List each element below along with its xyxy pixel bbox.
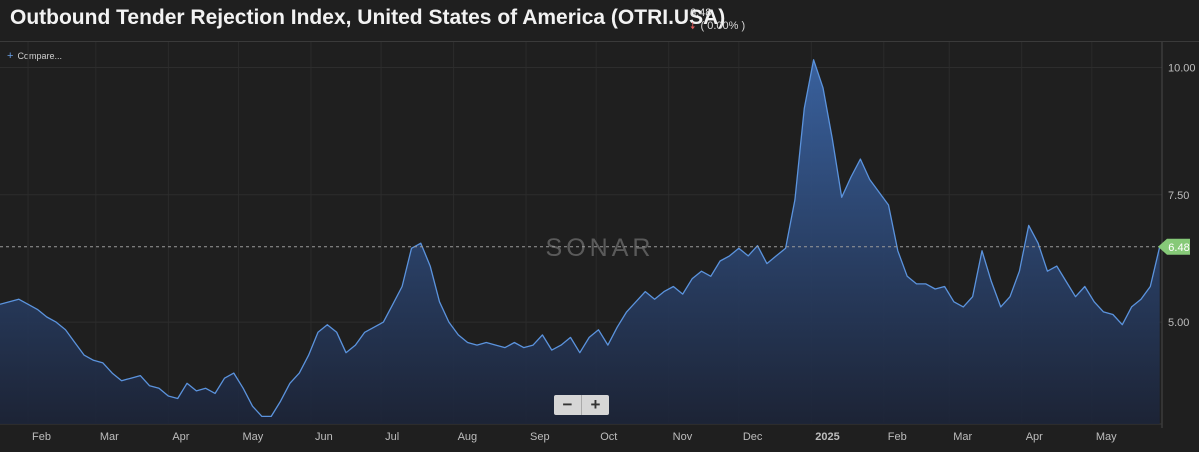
series-line [0,59,1161,418]
plus-icon: + [7,50,14,62]
zoom-out-button[interactable]: − [562,395,573,414]
x-tick-label: May [1096,431,1117,443]
down-arrow-icon: 🠇 [690,21,696,32]
chart-header: Outbound Tender Rejection Index, United … [0,0,1199,42]
x-tick-label: Dec [743,431,763,443]
x-tick-label: Jun [315,431,333,443]
sonar-watermark: SONAR [546,234,655,262]
chart-title: Outbound Tender Rejection Index, United … [10,6,726,29]
series-area [0,59,1160,425]
x-tick-label: Apr [172,431,189,443]
change-indicator: 🠇 ( 0.00% ) [690,19,745,36]
x-tick-label: 2025 [815,431,839,443]
x-tick-label: Aug [458,431,478,443]
x-tick-label: Jul [385,431,399,443]
chart-area[interactable]: Feb Mar Apr May Jun Jul Aug Sep Oct Nov Dec 2025 Feb… [0,42,1199,452]
x-tick-label: Sep [530,431,550,443]
x-tick-label: Mar [100,431,119,443]
x-tick-label: May [242,431,263,443]
y-tick-label: 7.50 [1168,190,1189,202]
last-value-marker [1158,238,1190,255]
zoom-in-button[interactable]: + [581,395,609,415]
compare-label: Compare... [17,51,62,61]
x-tick-label: Feb [888,431,907,443]
compare-button[interactable]: + Compare... [7,50,62,62]
zoom-controls: − + [554,395,609,415]
y-tick-label: 5.00 [1168,317,1189,329]
last-value: 6.48 [690,7,712,19]
y-tick-label: 10.00 [1168,62,1196,74]
last-value-marker-label: 6.48 [1168,242,1189,254]
x-tick-label: Nov [673,431,693,443]
x-tick-label: Oct [600,431,617,443]
change-percent: ( 0.00% ) [700,20,746,32]
x-tick-label: Feb [32,431,51,443]
x-tick-label: Apr [1026,431,1043,443]
x-tick-label: Mar [953,431,972,443]
